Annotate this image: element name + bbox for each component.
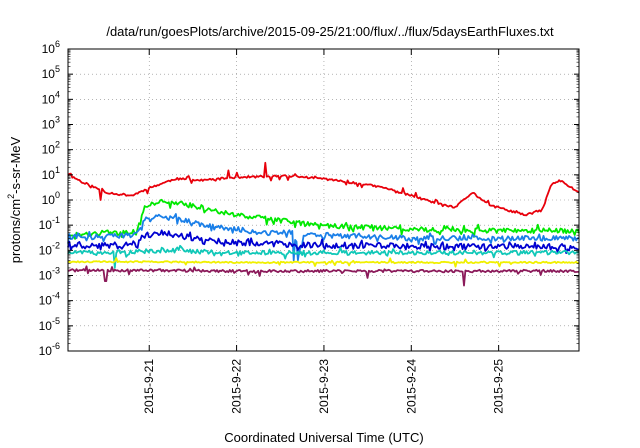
y-tick-exp: 6 bbox=[55, 39, 60, 49]
x-axis-label: Coordinated Universal Time (UTC) bbox=[224, 430, 423, 445]
y-tick-label: 106 bbox=[42, 39, 60, 56]
y-tick-label: 105 bbox=[42, 64, 60, 81]
x-tick-label: 2015-9-25 bbox=[492, 359, 506, 414]
y-axis: 10-610-510-410-310-210-11001011021031041… bbox=[39, 39, 579, 358]
series-line bbox=[67, 257, 580, 268]
y-tick-base: 10 bbox=[39, 269, 53, 283]
y-tick-base: 10 bbox=[39, 218, 53, 232]
y-tick-base: 10 bbox=[39, 344, 53, 358]
y-tick-label: 10-2 bbox=[39, 240, 60, 257]
y-tick-base: 10 bbox=[42, 67, 56, 81]
x-axis: 2015-9-21 2015-9-22 2015-9-23 2015-9-24 2015… bbox=[142, 49, 506, 414]
y-tick-label: 10-5 bbox=[39, 316, 60, 333]
y-tick-exp: -2 bbox=[52, 240, 60, 250]
y-tick-base: 10 bbox=[42, 92, 56, 106]
y-tick-base: 10 bbox=[42, 193, 56, 207]
y-tick-exp: -4 bbox=[52, 291, 60, 301]
series-line bbox=[67, 213, 580, 262]
x-tick-label: 2015-9-23 bbox=[317, 359, 331, 414]
grid-lines bbox=[68, 49, 579, 351]
y-tick-base: 10 bbox=[39, 319, 53, 333]
y-tick-label: 102 bbox=[42, 140, 60, 157]
y-tick-exp: 1 bbox=[55, 165, 60, 175]
y-tick-label: 10-3 bbox=[39, 266, 60, 283]
y-tick-label: 10-4 bbox=[39, 291, 60, 308]
y-axis-label-pre: protons/cm bbox=[8, 199, 23, 263]
x-tick-label: 2015-9-22 bbox=[230, 359, 244, 414]
y-tick-base: 10 bbox=[39, 243, 53, 257]
y-tick-exp: -3 bbox=[52, 266, 60, 276]
y-tick-label: 101 bbox=[42, 165, 60, 182]
y-tick-base: 10 bbox=[42, 168, 56, 182]
plot-area bbox=[67, 161, 580, 287]
chart-title: /data/run/goesPlots/archive/2015-09-25/2… bbox=[106, 24, 554, 39]
y-tick-exp: 5 bbox=[55, 64, 60, 74]
y-tick-exp: 4 bbox=[55, 89, 60, 99]
x-tick-label: 2015-9-24 bbox=[404, 359, 418, 414]
y-tick-base: 10 bbox=[42, 42, 56, 56]
y-tick-base: 10 bbox=[42, 118, 56, 132]
y-tick-base: 10 bbox=[39, 294, 53, 308]
y-tick-exp: 2 bbox=[55, 140, 60, 150]
y-tick-label: 10-1 bbox=[39, 215, 60, 232]
series-line bbox=[67, 244, 580, 269]
y-axis-label-post: -s-sr-MeV bbox=[8, 136, 23, 193]
y-tick-label: 10-6 bbox=[39, 341, 60, 358]
y-tick-exp: -6 bbox=[52, 341, 60, 351]
y-tick-base: 10 bbox=[42, 143, 56, 157]
y-axis-label: protons/cm2-s-sr-MeV bbox=[6, 136, 23, 263]
series-line bbox=[67, 198, 580, 240]
series-line bbox=[67, 265, 580, 287]
y-tick-label: 100 bbox=[42, 190, 60, 207]
y-tick-exp: -5 bbox=[52, 316, 60, 326]
x-tick-label: 2015-9-21 bbox=[142, 359, 156, 414]
y-tick-label: 103 bbox=[42, 115, 60, 132]
series-line bbox=[67, 229, 580, 255]
y-tick-exp: 3 bbox=[55, 115, 60, 125]
y-tick-exp: -1 bbox=[52, 215, 60, 225]
y-axis-label-sup: 2 bbox=[6, 194, 16, 199]
series-line bbox=[67, 161, 580, 217]
y-tick-label: 104 bbox=[42, 89, 60, 106]
y-tick-exp: 0 bbox=[55, 190, 60, 200]
